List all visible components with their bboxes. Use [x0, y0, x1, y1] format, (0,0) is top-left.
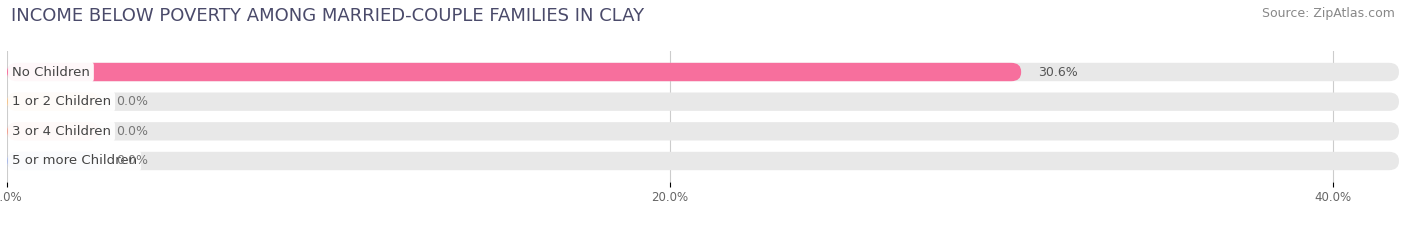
FancyBboxPatch shape: [7, 152, 100, 170]
FancyBboxPatch shape: [7, 152, 1399, 170]
FancyBboxPatch shape: [7, 63, 1399, 81]
Text: 0.0%: 0.0%: [117, 154, 149, 168]
FancyBboxPatch shape: [7, 63, 1021, 81]
FancyBboxPatch shape: [7, 93, 100, 111]
Text: 3 or 4 Children: 3 or 4 Children: [13, 125, 111, 138]
Text: 0.0%: 0.0%: [117, 125, 149, 138]
Text: 30.6%: 30.6%: [1038, 65, 1077, 79]
Text: 5 or more Children: 5 or more Children: [13, 154, 138, 168]
FancyBboxPatch shape: [7, 122, 100, 140]
FancyBboxPatch shape: [7, 93, 1399, 111]
Text: No Children: No Children: [13, 65, 90, 79]
Text: 0.0%: 0.0%: [117, 95, 149, 108]
Text: 1 or 2 Children: 1 or 2 Children: [13, 95, 111, 108]
Text: Source: ZipAtlas.com: Source: ZipAtlas.com: [1261, 7, 1395, 20]
FancyBboxPatch shape: [7, 122, 1399, 140]
Text: INCOME BELOW POVERTY AMONG MARRIED-COUPLE FAMILIES IN CLAY: INCOME BELOW POVERTY AMONG MARRIED-COUPL…: [11, 7, 644, 25]
